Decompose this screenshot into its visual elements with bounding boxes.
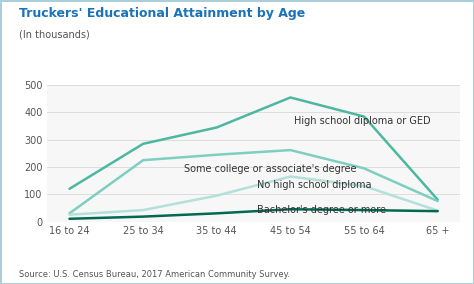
Text: Source: U.S. Census Bureau, 2017 American Community Survey.: Source: U.S. Census Bureau, 2017 America… bbox=[19, 270, 290, 279]
Text: Some college or associate's degree: Some college or associate's degree bbox=[183, 164, 356, 174]
Text: Bachelor's degree or more: Bachelor's degree or more bbox=[257, 205, 386, 215]
Text: Truckers' Educational Attainment by Age: Truckers' Educational Attainment by Age bbox=[19, 7, 305, 20]
Text: (In thousands): (In thousands) bbox=[19, 30, 90, 40]
Text: High school diploma or GED: High school diploma or GED bbox=[294, 116, 431, 126]
Text: No high school diploma: No high school diploma bbox=[257, 180, 372, 190]
